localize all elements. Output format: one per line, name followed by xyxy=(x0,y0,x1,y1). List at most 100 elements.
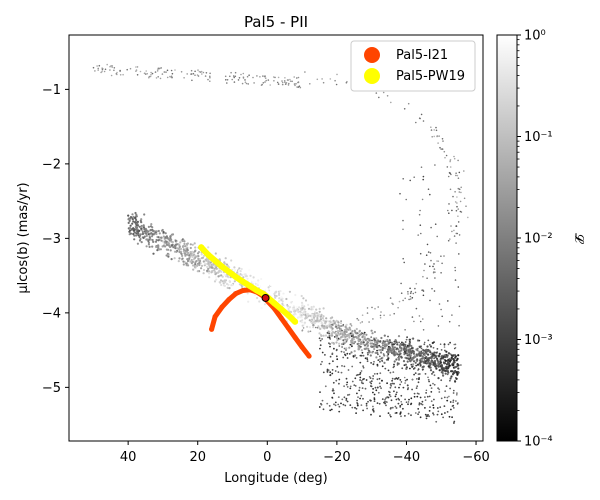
scatter-point xyxy=(413,367,416,369)
scatter-point xyxy=(402,360,406,363)
scatter-point xyxy=(140,227,143,230)
scatter-point xyxy=(440,364,443,367)
scatter-point xyxy=(255,283,258,286)
scatter-point xyxy=(387,358,389,361)
scatter-point xyxy=(136,66,139,68)
scatter-point xyxy=(406,388,409,391)
scatter-point xyxy=(450,408,452,411)
scatter-point xyxy=(279,290,282,293)
scatter-point xyxy=(361,314,364,317)
scatter-point xyxy=(456,202,458,204)
scatter-point xyxy=(214,275,218,279)
scatter-point xyxy=(326,320,329,323)
scatter-point xyxy=(405,346,408,349)
scatter-point xyxy=(456,402,459,405)
scatter-point xyxy=(350,351,353,354)
scatter-point xyxy=(230,259,233,262)
scatter-point xyxy=(410,397,413,400)
scatter-point xyxy=(321,360,323,363)
scatter-point xyxy=(381,344,385,347)
scatter-point xyxy=(328,336,331,339)
series-point xyxy=(205,251,212,258)
colorbar-tick-label: 10⁻² xyxy=(524,232,553,247)
scatter-point xyxy=(178,257,181,260)
scatter-point xyxy=(141,232,145,235)
scatter-point xyxy=(432,406,435,409)
scatter-point xyxy=(448,203,450,205)
scatter-point xyxy=(319,339,322,342)
scatter-point xyxy=(178,244,181,247)
scatter-point xyxy=(135,213,138,216)
scatter-point xyxy=(356,399,358,402)
scatter-point xyxy=(185,242,189,246)
series-point xyxy=(285,325,291,331)
scatter-point xyxy=(430,353,432,356)
scatter-point xyxy=(307,307,311,310)
scatter-point xyxy=(147,243,150,246)
scatter-point xyxy=(366,352,369,354)
scatter-point xyxy=(257,279,260,282)
scatter-point xyxy=(221,275,224,278)
scatter-point xyxy=(339,330,342,333)
scatter-point xyxy=(403,347,406,350)
scatter-point xyxy=(182,239,186,242)
scatter-point xyxy=(246,292,249,295)
scatter-point xyxy=(227,276,230,279)
scatter-point xyxy=(194,266,197,269)
scatter-point xyxy=(346,338,349,341)
scatter-point xyxy=(393,340,396,343)
scatter-point xyxy=(458,253,460,255)
scatter-point xyxy=(326,402,329,405)
scatter-point xyxy=(422,175,425,178)
scatter-point xyxy=(300,321,304,324)
scatter-point xyxy=(158,232,161,235)
colorbar-label: 𝓛 xyxy=(571,233,586,244)
scatter-point xyxy=(393,346,396,349)
scatter-point xyxy=(284,83,287,85)
scatter-point xyxy=(361,351,364,354)
scatter-point xyxy=(431,355,434,358)
model-streams xyxy=(198,244,312,359)
scatter-point xyxy=(322,408,325,411)
scatter-point xyxy=(358,344,361,347)
chart-title: Pal5 - PII xyxy=(244,13,308,31)
scatter-point xyxy=(155,230,158,233)
scatter-point xyxy=(234,268,237,272)
scatter-point xyxy=(444,156,446,159)
scatter-point xyxy=(294,84,296,87)
scatter-point xyxy=(447,352,450,355)
scatter-point xyxy=(113,67,116,69)
scatter-point xyxy=(437,410,440,413)
scatter-point xyxy=(198,70,201,73)
scatter-point xyxy=(444,390,447,393)
scatter-point xyxy=(340,402,342,405)
scatter-point xyxy=(375,92,378,94)
scatter-point xyxy=(418,352,421,355)
scatter-point xyxy=(328,332,330,335)
scatter-point xyxy=(143,235,146,238)
scatter-point xyxy=(457,221,460,223)
scatter-point xyxy=(402,219,404,222)
scatter-point xyxy=(399,344,402,347)
scatter-point xyxy=(116,71,118,74)
scatter-point xyxy=(385,404,387,407)
scatter-point xyxy=(355,327,358,331)
scatter-point xyxy=(376,339,379,342)
scatter-point xyxy=(244,79,246,81)
scatter-point xyxy=(412,360,416,363)
scatter-point xyxy=(182,260,185,263)
scatter-point xyxy=(418,117,421,119)
scatter-point xyxy=(378,377,381,380)
scatter-point xyxy=(351,380,354,383)
scatter-point xyxy=(427,353,430,356)
scatter-point xyxy=(353,342,355,345)
scatter-point xyxy=(182,248,185,251)
scatter-point xyxy=(460,186,463,189)
scatter-point xyxy=(378,382,381,385)
scatter-point xyxy=(429,252,432,254)
scatter-point xyxy=(335,319,338,322)
colorbar-tick-label: 10⁻¹ xyxy=(524,130,553,145)
scatter-point xyxy=(393,353,396,356)
scatter-point xyxy=(460,211,463,213)
scatter-point xyxy=(442,361,445,364)
